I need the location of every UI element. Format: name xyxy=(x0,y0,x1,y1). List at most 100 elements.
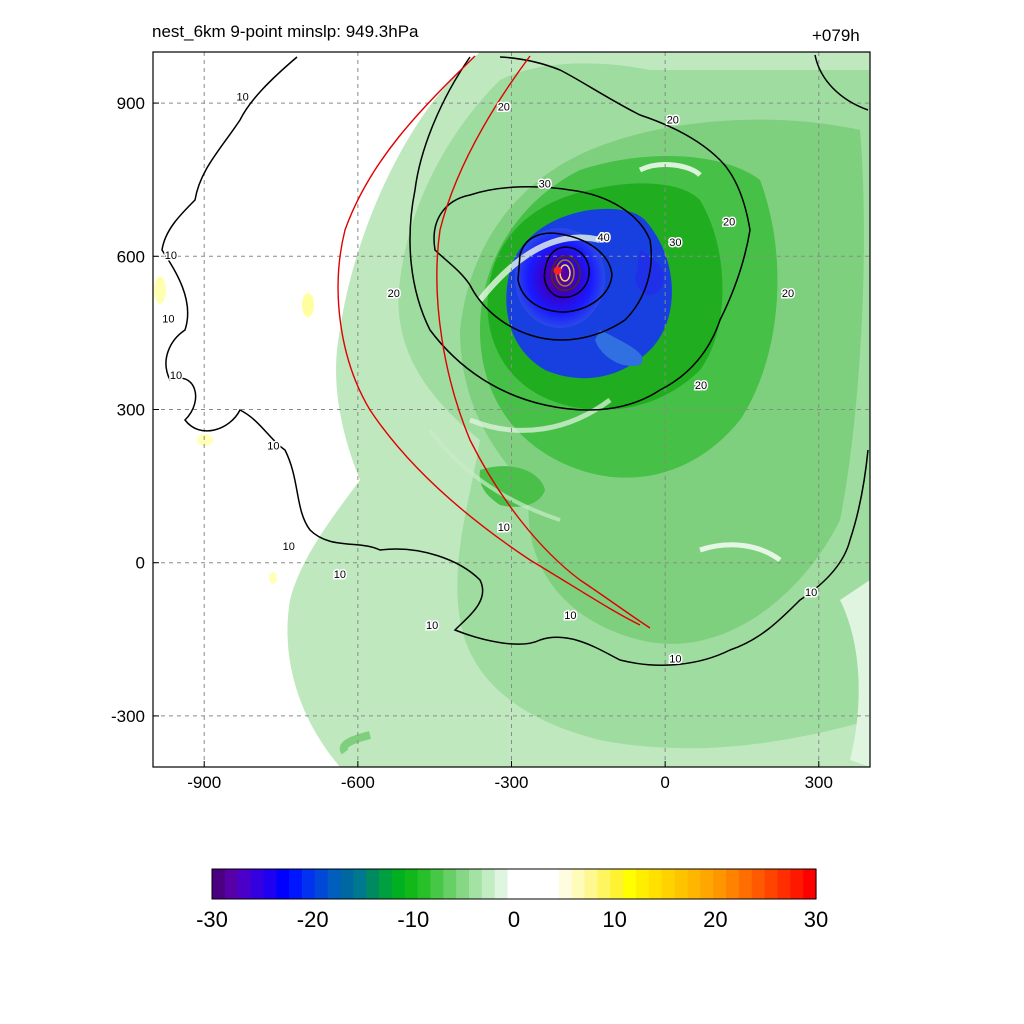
contour-label: 20 xyxy=(667,115,679,127)
colorbar-swatch xyxy=(366,869,380,899)
y-tick-label: 900 xyxy=(117,94,145,113)
colorbar-swatch xyxy=(636,869,650,899)
colorbar-swatch xyxy=(584,869,599,899)
contour-label: 30 xyxy=(669,237,681,249)
y-tick-label: 300 xyxy=(117,401,145,420)
contour-label: 10 xyxy=(170,370,182,382)
contour-label: 10 xyxy=(162,314,174,326)
y-axis: -300 0 300 600 900 xyxy=(111,94,159,726)
colorbar-swatch xyxy=(726,869,740,899)
storm-center-marker xyxy=(553,266,562,275)
plot-area: 10 10 10 10 10 10 10 10 10 10 10 10 20 20 20 20 20 20 30 30… xyxy=(153,52,870,767)
contour-label: 20 xyxy=(498,102,510,114)
colorbar-swatch xyxy=(533,869,547,899)
contour-10 xyxy=(161,56,869,666)
colorbar-swatch xyxy=(430,869,444,899)
colorbar-swatch xyxy=(391,869,406,899)
contour-label: 10 xyxy=(669,653,681,665)
contour-label: 10 xyxy=(805,587,817,599)
colorbar-swatch xyxy=(263,869,277,899)
colorbar-swatch xyxy=(790,869,804,899)
y-tick-label: 600 xyxy=(117,247,145,266)
contour-label: 20 xyxy=(782,288,794,300)
colorbar-tick-labels: -30 -20 -10 0 10 20 30 xyxy=(196,907,828,932)
contour-40 xyxy=(517,232,613,313)
colorbar-swatch xyxy=(623,869,637,899)
x-tick-label: -300 xyxy=(494,773,528,792)
contour-label: 20 xyxy=(723,217,735,229)
colorbar-tick-label: -30 xyxy=(196,907,228,932)
colorbar-swatch xyxy=(404,869,419,899)
contour-label: 10 xyxy=(498,522,510,534)
colorbar-swatch xyxy=(520,869,534,899)
colorbar-swatch xyxy=(353,869,367,899)
contour-label: 10 xyxy=(334,569,346,581)
colorbar-swatch xyxy=(212,869,226,899)
colorbar-swatch xyxy=(558,869,573,899)
colorbar-swatch xyxy=(661,869,676,899)
colorbar-swatch xyxy=(571,869,586,899)
colorbar-swatch xyxy=(494,869,509,899)
x-axis: -900 -600 -300 0 300 xyxy=(187,761,833,792)
colorbar-swatch xyxy=(443,869,457,899)
contour-label: 20 xyxy=(388,288,400,300)
colorbar-swatch xyxy=(327,869,342,899)
track-curve-outer xyxy=(337,55,641,626)
colorbar-swatch xyxy=(648,869,663,899)
contour-30 xyxy=(433,186,652,341)
contour-label: 40 xyxy=(598,232,610,244)
colorbar-swatch xyxy=(597,869,611,899)
colorbar-tick-label: 0 xyxy=(508,907,520,932)
x-tick-label: 300 xyxy=(805,773,833,792)
colorbar-swatch xyxy=(481,869,496,899)
colorbar-swatch xyxy=(289,869,303,899)
track-curves xyxy=(337,55,651,629)
x-tick-label: -900 xyxy=(187,773,221,792)
contour-10 xyxy=(814,54,869,111)
colorbar-tick-label: 20 xyxy=(703,907,727,932)
colorbar-swatch xyxy=(674,869,689,899)
colorbar-swatch xyxy=(314,869,329,899)
x-tick-label: 0 xyxy=(660,773,669,792)
contour-label: 10 xyxy=(426,620,438,632)
colorbar-swatch xyxy=(301,869,316,899)
contour-label: 10 xyxy=(165,250,177,262)
x-tick-label: -600 xyxy=(341,773,375,792)
contour-inner xyxy=(551,255,581,292)
contour-label: 10 xyxy=(237,92,249,104)
colorbar-swatch xyxy=(777,869,791,899)
colorbar-swatch xyxy=(456,869,470,899)
colorbar-swatch xyxy=(610,869,624,899)
colorbar-swatch xyxy=(764,869,779,899)
track-curve-inner xyxy=(436,55,651,629)
grid-lines xyxy=(153,52,870,767)
colorbar-swatch xyxy=(738,869,753,899)
contour-label: 10 xyxy=(267,440,279,452)
colorbar-swatch xyxy=(546,869,560,899)
contour-label: 10 xyxy=(283,541,295,553)
contour-label: 20 xyxy=(695,380,707,392)
contour-label: 30 xyxy=(539,178,551,190)
colorbar-tick-label: -20 xyxy=(297,907,329,932)
colorbar-frame xyxy=(211,868,817,900)
colorbar-tick-label: -10 xyxy=(397,907,429,932)
colorbar-swatch xyxy=(276,869,290,899)
colorbar-swatch xyxy=(687,869,701,899)
colorbar xyxy=(211,868,817,900)
colorbar-swatch xyxy=(417,869,432,899)
colorbar-swatch xyxy=(700,869,714,899)
chart-title: nest_6km 9-point minslp: 949.3hPa xyxy=(152,22,419,41)
y-tick-label: -300 xyxy=(111,707,145,726)
colorbar-swatch xyxy=(237,869,252,899)
contour-inner xyxy=(543,246,590,299)
colorbar-swatch xyxy=(803,869,817,899)
colorbar-swatch xyxy=(379,869,393,899)
contour-label: 10 xyxy=(564,610,576,622)
contour-labels: 10 10 10 10 10 10 10 10 10 10 10 10 20 20 20 20 20 20 30 30… xyxy=(161,90,819,667)
contour-20 xyxy=(409,56,751,411)
colorbar-swatch xyxy=(751,869,766,899)
colorbar-swatch xyxy=(224,869,239,899)
y-tick-label: 0 xyxy=(136,554,145,573)
colorbar-swatch xyxy=(469,869,483,899)
